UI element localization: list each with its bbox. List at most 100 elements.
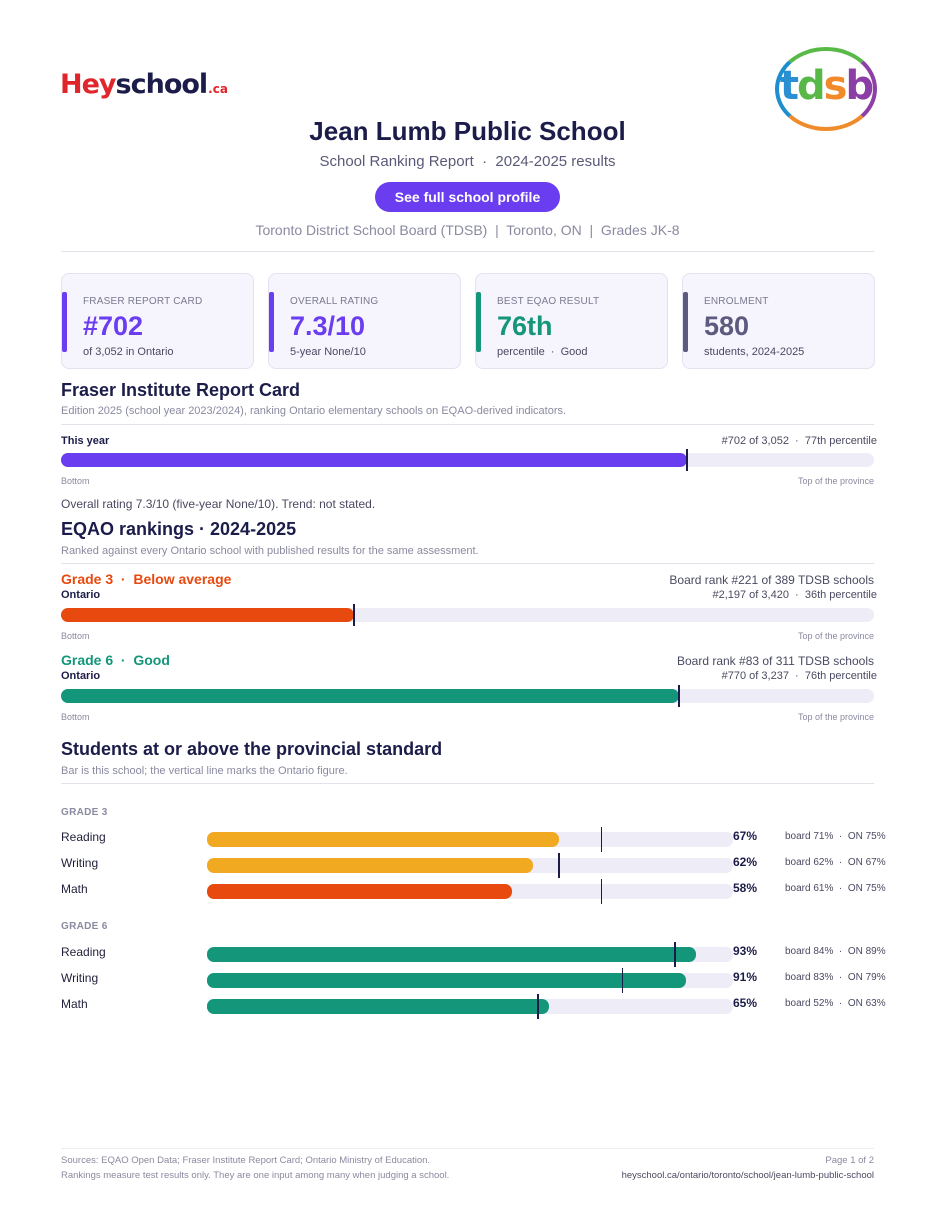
card-value: 580 [704, 311, 750, 341]
standards-comparison: board 62% · ON 67% [785, 857, 886, 868]
logo-ca-text: .ca [208, 82, 228, 96]
card-sub: 5-year None/10 [290, 346, 366, 358]
eqao-bar-marker [352, 604, 355, 626]
tdsb-logo: tdsb [775, 47, 877, 131]
standards-bar-fill [207, 858, 534, 873]
standards-pct: 93% [733, 944, 758, 958]
standards-subject-label: Reading [61, 830, 106, 844]
standards-bar [207, 968, 733, 993]
standards-subject-label: Reading [61, 945, 106, 959]
standards-comparison: board 84% · ON 89% [785, 946, 886, 957]
ontario-marker [674, 942, 676, 967]
fraser-desc: Edition 2025 (school year 2023/2024), ra… [61, 405, 567, 417]
standards-subject-label: Math [61, 997, 88, 1011]
fraser-rank: #702 of 3,052 · 77th percentile [721, 435, 877, 447]
eqao-scope: Ontario [61, 670, 101, 682]
fraser-bar-marker [686, 449, 688, 471]
standards-bar [207, 942, 733, 967]
card-label: OVERALL RATING [290, 296, 379, 307]
divider [61, 424, 874, 425]
stat-card-eqao: BEST EQAO RESULT 76th percentile · Good [475, 273, 668, 369]
eqao-desc: Ranked against every Ontario school with… [61, 545, 479, 557]
standards-desc: Bar is this school; the vertical line ma… [61, 765, 348, 777]
card-sub: percentile · Good [497, 346, 588, 358]
tdsb-logo-text: tdsb [779, 63, 874, 109]
eqao-bar-marker [677, 685, 680, 707]
school-meta: Toronto District School Board (TDSB) | T… [255, 222, 680, 238]
heyschool-logo: Hey school .ca [60, 60, 228, 100]
card-accent [62, 292, 67, 352]
eqao-heading: EQAO rankings · 2024-2025 [61, 519, 297, 539]
tdsb-logo-ring [775, 47, 877, 131]
ontario-marker [600, 827, 602, 852]
standards-bar [207, 994, 733, 1019]
divider [61, 563, 874, 564]
card-sub: of 3,052 in Ontario [83, 346, 174, 358]
eqao-grade-title: Grade 6 · Good [61, 652, 170, 668]
eqao-bar [61, 604, 874, 626]
standards-pct: 91% [733, 970, 758, 984]
footer-page: Page 1 of 2 [825, 1155, 874, 1166]
ontario-marker [558, 853, 560, 878]
standards-comparison: board 61% · ON 75% [785, 883, 886, 894]
standards-subject-label: Writing [61, 971, 99, 985]
card-label: ENROLMENT [704, 296, 769, 307]
standards-bar [207, 853, 733, 878]
standards-pct: 67% [733, 829, 758, 843]
stat-card-enrolment: ENROLMENT 580 students, 2024-2025 [682, 273, 875, 369]
eqao-bar-fill [61, 608, 354, 622]
card-value: 7.3/10 [290, 311, 366, 341]
standards-subject-label: Writing [61, 856, 99, 870]
footer-disclaimer: Rankings measure test results only. They… [61, 1170, 450, 1181]
standards-comparison: board 71% · ON 75% [785, 831, 886, 842]
stat-card-rating: OVERALL RATING 7.3/10 5-year None/10 [268, 273, 461, 369]
fraser-heading: Fraser Institute Report Card [61, 380, 301, 400]
card-accent [683, 292, 688, 352]
card-value: #702 [83, 311, 144, 341]
standards-comparison: board 52% · ON 63% [785, 998, 886, 1009]
ontario-marker [600, 879, 602, 904]
standards-bar-fill [207, 947, 697, 962]
eqao-board-rank: Board rank #83 of 311 TDSB schools [676, 654, 874, 668]
card-label: FRASER REPORT CARD [83, 296, 203, 307]
standards-bar-fill [207, 884, 513, 899]
ontario-marker [537, 994, 539, 1019]
footer-sources: Sources: EQAO Open Data; Fraser Institut… [61, 1155, 431, 1166]
bar-top-label: Top of the province [797, 712, 874, 722]
standards-bar [207, 879, 733, 904]
logo-hey-text: Hey [60, 69, 117, 100]
bar-bottom-label: Bottom [61, 712, 90, 722]
logo-school-text: school [115, 69, 209, 100]
stat-card-fraser: FRASER REPORT CARD #702 of 3,052 in Onta… [61, 273, 254, 369]
eqao-board-rank: Board rank #221 of 389 TDSB schools [669, 573, 874, 587]
page-subtitle: School Ranking Report · 2024-2025 result… [319, 153, 616, 170]
fraser-bar [61, 449, 874, 471]
divider [61, 251, 874, 252]
card-sub: students, 2024-2025 [704, 346, 805, 358]
eqao-bar-fill [61, 689, 679, 703]
page-title: Jean Lumb Public School [309, 116, 626, 146]
footer-url[interactable]: heyschool.ca/ontario/toronto/school/jean… [621, 1170, 874, 1181]
standards-subject-label: Math [61, 882, 88, 896]
standards-pct: 58% [733, 881, 758, 895]
full-profile-button[interactable]: See full school profile [375, 182, 560, 212]
card-label: BEST EQAO RESULT [497, 296, 600, 307]
standards-grade-heading: GRADE 3 [61, 807, 108, 818]
standards-heading: Students at or above the provincial stan… [61, 739, 443, 759]
standards-comparison: board 83% · ON 79% [785, 972, 886, 983]
eqao-grade-title: Grade 3 · Below average [61, 571, 232, 587]
card-accent [269, 292, 274, 352]
standards-bar-fill [207, 999, 549, 1014]
bar-top-label: Top of the province [797, 631, 874, 641]
card-value: 76th [497, 311, 553, 341]
card-accent [476, 292, 481, 352]
standards-pct: 62% [733, 855, 758, 869]
eqao-province-rank: #2,197 of 3,420 · 36th percentile [712, 589, 877, 601]
eqao-bar [61, 685, 874, 707]
divider [61, 783, 874, 784]
bar-bottom-label: Bottom [61, 476, 90, 486]
standards-bar-fill [207, 832, 560, 847]
standards-pct: 65% [733, 996, 758, 1010]
fraser-row-label: This year [61, 435, 110, 447]
fraser-note: Overall rating 7.3/10 (five-year None/10… [61, 497, 376, 511]
